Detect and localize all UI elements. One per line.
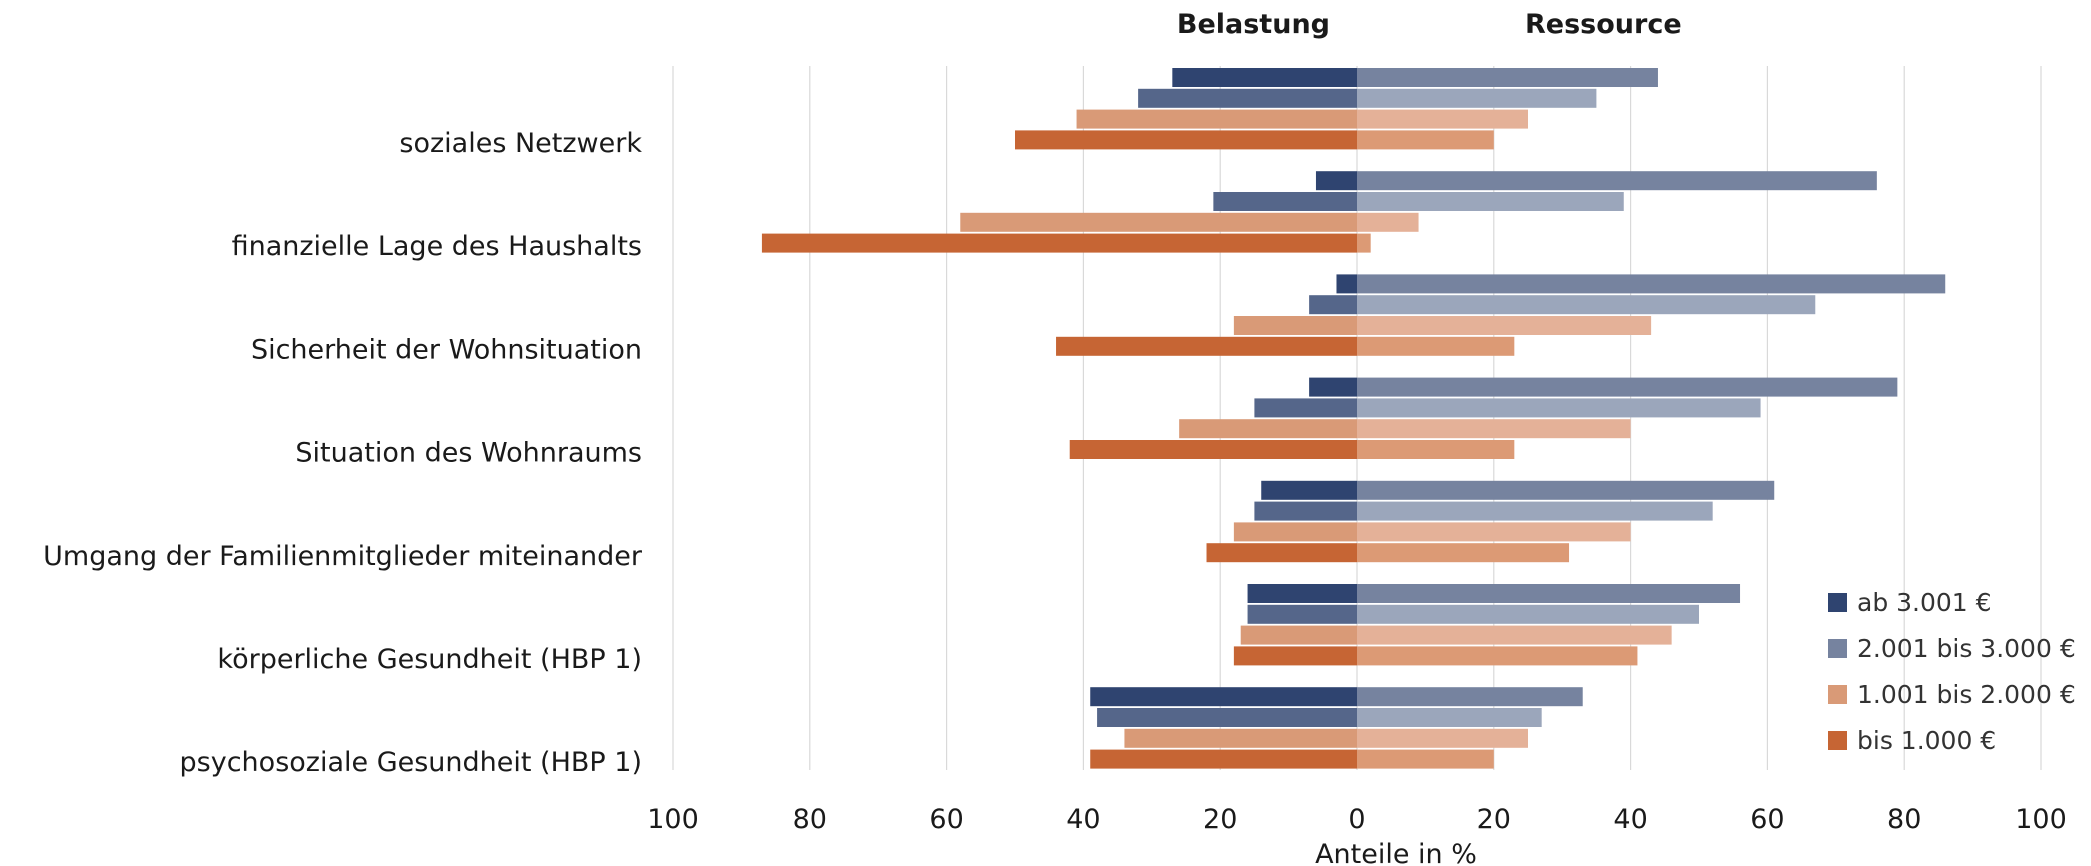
category-label-0: soziales Netzwerk	[399, 128, 642, 159]
legend-swatch-1	[1828, 639, 1847, 658]
bar-ressource-c1-s2	[1357, 212, 1419, 232]
bar-ressource-c4-s2	[1357, 522, 1631, 542]
bar-ressource-c4-s1	[1357, 501, 1713, 521]
bar-belastung-c3-s1	[1254, 398, 1357, 418]
x-tick-label-8: 60	[1750, 804, 1784, 835]
bar-ressource-c0-s1	[1357, 88, 1597, 108]
bar-ressource-c2-s1	[1357, 295, 1816, 315]
bar-ressource-c6-s1	[1357, 708, 1542, 727]
legend-swatch-0	[1828, 593, 1847, 612]
x-tick-label-4: 20	[1203, 804, 1237, 835]
bar-ressource-c2-s3	[1357, 336, 1515, 356]
x-tick-label-0: 100	[647, 804, 699, 835]
bar-belastung-c6-s3	[1090, 749, 1357, 769]
category-label-6: psychosoziale Gesundheit (HBP 1)	[180, 747, 642, 778]
x-tick-label-5: 0	[1348, 804, 1365, 835]
bar-belastung-c5-s2	[1240, 625, 1357, 645]
category-label-1: finanzielle Lage des Haushalts	[232, 231, 642, 262]
bar-belastung-c2-s0	[1336, 274, 1357, 294]
legend-swatch-2	[1828, 685, 1847, 704]
left-side-title: Belastung	[1177, 9, 1330, 40]
x-tick-label-10: 100	[2015, 804, 2067, 835]
legend-swatch-3	[1828, 731, 1847, 750]
x-tick-label-1: 80	[793, 804, 827, 835]
bar-belastung-c0-s1	[1138, 88, 1357, 108]
bar-ressource-c5-s1	[1357, 604, 1699, 624]
bar-ressource-c0-s3	[1357, 130, 1494, 150]
x-tick-label-2: 60	[929, 804, 963, 835]
x-tick-label-3: 40	[1066, 804, 1100, 835]
bar-belastung-c1-s1	[1213, 192, 1357, 211]
bar-ressource-c4-s3	[1357, 543, 1570, 563]
bar-ressource-c2-s2	[1357, 316, 1652, 335]
bar-ressource-c5-s0	[1357, 584, 1741, 603]
bar-belastung-c2-s3	[1056, 336, 1357, 356]
category-label-3: Situation des Wohnraums	[295, 438, 642, 469]
bar-ressource-c6-s2	[1357, 728, 1528, 748]
category-label-4: Umgang der Familienmitglieder miteinande…	[43, 541, 643, 572]
category-label-2: Sicherheit der Wohnsituation	[251, 334, 642, 365]
bar-ressource-c5-s2	[1357, 625, 1672, 645]
bar-belastung-c3-s0	[1309, 377, 1357, 397]
bar-belastung-c5-s0	[1247, 584, 1357, 603]
x-axis-title: Anteile in %	[1315, 839, 1477, 866]
x-tick-label-9: 80	[1887, 804, 1921, 835]
category-label-5: körperliche Gesundheit (HBP 1)	[217, 644, 642, 675]
bar-belastung-c6-s0	[1090, 687, 1357, 707]
bar-ressource-c6-s0	[1357, 687, 1583, 707]
bar-belastung-c1-s2	[960, 212, 1357, 232]
right-side-title: Ressource	[1525, 9, 1682, 40]
bar-ressource-c6-s3	[1357, 749, 1494, 769]
bar-belastung-c2-s1	[1309, 295, 1357, 315]
bar-belastung-c5-s1	[1247, 604, 1357, 624]
legend-label-0: ab 3.001 €	[1857, 588, 1992, 617]
bar-ressource-c1-s1	[1357, 192, 1624, 211]
bar-belastung-c4-s1	[1254, 501, 1357, 521]
bar-ressource-c0-s0	[1357, 68, 1658, 87]
bar-belastung-c1-s0	[1315, 171, 1357, 191]
bar-ressource-c1-s3	[1357, 233, 1371, 253]
legend-label-1: 2.001 bis 3.000 €	[1857, 634, 2076, 663]
bar-belastung-c4-s3	[1206, 543, 1357, 563]
x-tick-label-7: 40	[1613, 804, 1647, 835]
legend: ab 3.001 € 2.001 bis 3.000 € 1.001 bis 2.0…	[1828, 588, 2076, 755]
legend-label-3: bis 1.000 €	[1857, 726, 1996, 755]
legend-label-2: 1.001 bis 2.000 €	[1857, 680, 2076, 709]
bar-ressource-c4-s0	[1357, 480, 1775, 500]
bar-ressource-c3-s0	[1357, 377, 1898, 397]
bar-belastung-c3-s2	[1179, 419, 1357, 439]
bar-belastung-c6-s1	[1097, 708, 1357, 727]
bar-belastung-c0-s0	[1172, 68, 1357, 87]
bar-ressource-c5-s3	[1357, 646, 1638, 666]
bar-ressource-c3-s1	[1357, 398, 1761, 418]
bar-ressource-c3-s3	[1357, 440, 1515, 459]
x-tick-label-6: 20	[1477, 804, 1511, 835]
bar-ressource-c3-s2	[1357, 419, 1631, 439]
bar-ressource-c2-s0	[1357, 274, 1946, 294]
bar-belastung-c2-s2	[1233, 316, 1357, 335]
bar-belastung-c0-s3	[1015, 130, 1357, 150]
bars	[761, 68, 1946, 769]
x-tick-labels: 100 80 60 40 20 0 20 40 60 80 100	[647, 804, 2067, 835]
bar-belastung-c5-s3	[1233, 646, 1357, 666]
bar-belastung-c0-s2	[1076, 109, 1357, 129]
bar-belastung-c4-s2	[1233, 522, 1357, 542]
bar-ressource-c0-s2	[1357, 109, 1528, 129]
bar-belastung-c1-s3	[761, 233, 1357, 253]
bar-belastung-c6-s2	[1124, 728, 1357, 748]
bar-ressource-c1-s0	[1357, 171, 1877, 191]
category-labels: soziales Netzwerk finanzielle Lage des Ha…	[43, 128, 643, 778]
bar-belastung-c3-s3	[1069, 440, 1357, 459]
bar-belastung-c4-s0	[1261, 480, 1357, 500]
